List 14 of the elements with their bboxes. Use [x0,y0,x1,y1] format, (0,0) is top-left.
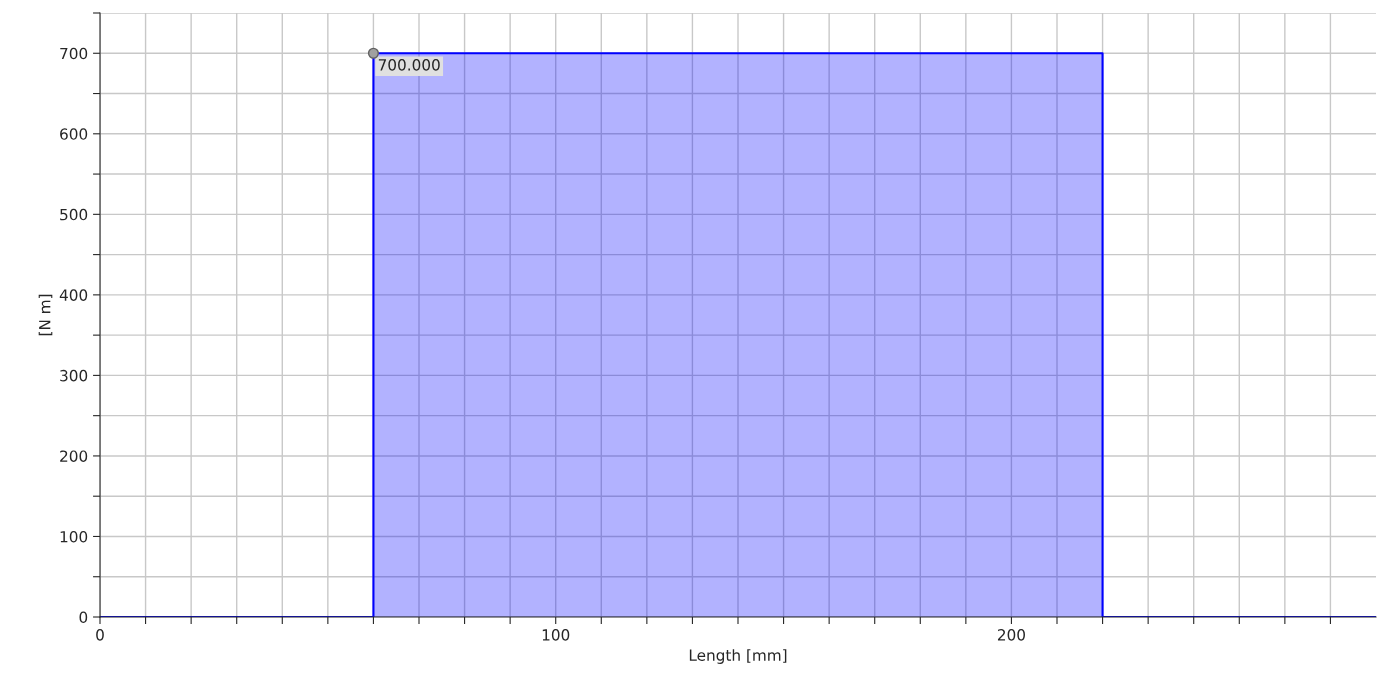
y-tick-label: 700 [60,47,88,60]
y-tick-label: 600 [60,128,88,140]
annotation: 700.000 [378,59,440,71]
y-tick-label: 400 [59,289,88,301]
x-tick-label: 100 [542,629,570,641]
y-tick-label: 500 [60,208,88,221]
x-tick-label: 0 [96,629,104,641]
y-axis-title: [N m] [38,294,53,336]
x-axis-title: Length [mm] [689,649,787,664]
y-tick-label: 200 [60,450,88,462]
y-tick-label: 0 [79,611,88,624]
x-tick-label: 200 [997,629,1025,641]
y-tick-label: 100 [60,530,88,543]
y-tick-label: 300 [60,369,88,382]
